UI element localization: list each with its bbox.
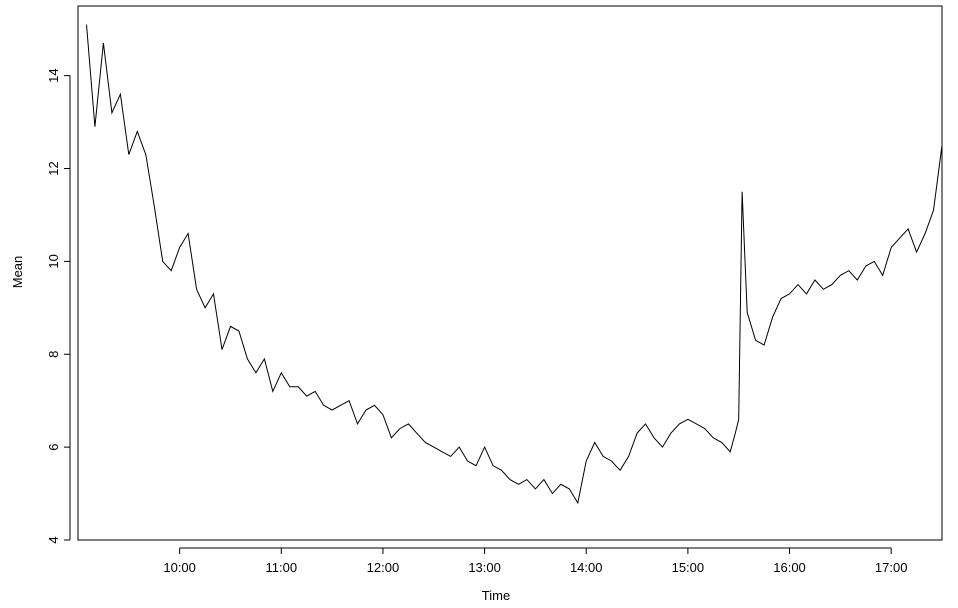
y-tick-label: 10 bbox=[46, 254, 61, 268]
y-tick-label: 8 bbox=[46, 351, 61, 358]
y-tick-label: 12 bbox=[46, 161, 61, 175]
y-tick-label: 6 bbox=[46, 444, 61, 451]
plot-frame bbox=[77, 5, 943, 541]
x-tick-label: 15:00 bbox=[672, 560, 705, 575]
y-tick-label: 14 bbox=[46, 68, 61, 82]
x-tick-label: 11:00 bbox=[266, 560, 298, 575]
x-tick-label: 12:00 bbox=[367, 560, 400, 575]
x-axis: 10:00 11:00 12:00 13:00 14:00 15:00 16:00 17:00 bbox=[163, 547, 908, 575]
x-tick-label: 16:00 bbox=[773, 560, 806, 575]
series-line-mean bbox=[86, 24, 943, 505]
x-axis-title: Time bbox=[482, 588, 510, 603]
y-tick-label: 4 bbox=[46, 536, 61, 543]
x-tick-label: 10:00 bbox=[163, 560, 196, 575]
x-tick-label: 14:00 bbox=[570, 560, 603, 575]
y-axis: 4 6 8 10 12 14 bbox=[46, 68, 71, 544]
x-tick-label: 13:00 bbox=[468, 560, 501, 575]
y-axis-title: Mean bbox=[10, 256, 25, 289]
x-tick-label: 17:00 bbox=[875, 560, 908, 575]
